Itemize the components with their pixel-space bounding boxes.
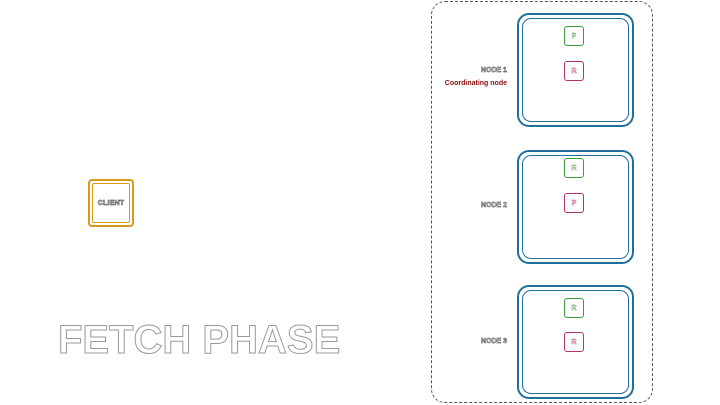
node-3-label: NODE 3 — [480, 338, 508, 345]
node-1-shard-1: P — [564, 26, 584, 46]
cluster-boundary — [431, 1, 653, 403]
node-1-label: NODE 1 — [480, 67, 508, 74]
node-2-shard-1: R — [564, 158, 584, 178]
client-label: CLIENT — [97, 199, 125, 207]
phase-title: FETCH PHASE — [57, 318, 341, 363]
coordinating-node-note: Coordinating node — [444, 80, 507, 87]
node-2-label: NODE 2 — [480, 202, 508, 209]
node-3-shard-1: R — [564, 298, 584, 318]
node-1-shard-2: R — [564, 61, 584, 81]
node-1-box — [517, 13, 634, 127]
node-2-shard-2: P — [564, 193, 584, 213]
client-box: CLIENT — [88, 179, 134, 227]
node-2-box — [517, 150, 634, 264]
node-3-shard-2: R — [564, 332, 584, 352]
node-3-box — [517, 285, 634, 399]
